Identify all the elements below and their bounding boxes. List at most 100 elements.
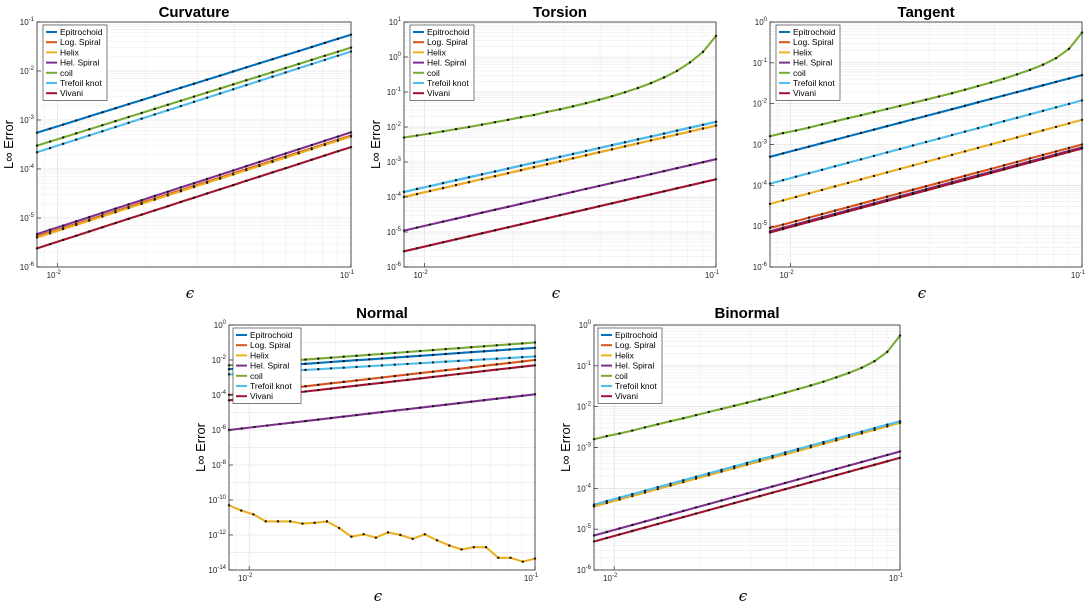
ytick-label: 10-5 (753, 221, 768, 231)
data-point (1054, 56, 1058, 60)
data-point (48, 242, 52, 246)
data-point (329, 416, 333, 420)
data-point (253, 425, 256, 429)
data-point (480, 211, 484, 214)
data-point (584, 208, 588, 211)
data-point (860, 430, 863, 433)
data-point (470, 346, 473, 349)
data-point (278, 422, 282, 426)
data-point (101, 124, 104, 127)
legend-label: Log. Spiral (250, 340, 291, 350)
data-point (860, 467, 863, 470)
data-point (937, 157, 941, 160)
data-point (428, 223, 432, 226)
data-point (140, 213, 143, 216)
data-point (218, 87, 222, 90)
data-point (368, 364, 371, 368)
data-point (733, 495, 736, 499)
data-point (669, 519, 672, 522)
data-point (688, 184, 692, 187)
legend-label: Vivani (793, 88, 816, 98)
data-point (192, 82, 196, 85)
data-point (444, 352, 447, 356)
data-point (482, 345, 486, 348)
data-point (532, 199, 536, 203)
data-point (1041, 109, 1045, 113)
data-point (1015, 90, 1019, 94)
data-point (989, 143, 993, 146)
data-point (415, 187, 419, 191)
series-vivani (402, 178, 718, 253)
chart-torsion: 10-6 10-5 10-4 10-3 10-2 10-1 100 101 10-2 10-1 To… (368, 4, 720, 302)
data-point (519, 116, 523, 119)
data-point (521, 365, 524, 368)
data-point (820, 212, 824, 216)
data-point (631, 529, 634, 533)
data-point (963, 130, 967, 133)
data-point (506, 205, 510, 208)
data-point (467, 235, 471, 238)
data-point (297, 49, 300, 53)
legend-label: coil (60, 68, 73, 78)
data-point (733, 501, 736, 505)
data-point (61, 224, 65, 227)
data-point (61, 136, 65, 139)
data-point (835, 467, 838, 471)
data-point (271, 156, 274, 159)
data-point (605, 530, 608, 534)
data-point (508, 396, 511, 399)
data-point (558, 193, 562, 197)
data-point (631, 429, 634, 432)
data-point (297, 62, 300, 66)
data-point (758, 494, 761, 498)
data-point (179, 99, 183, 102)
data-point (336, 54, 340, 57)
data-point (179, 186, 183, 189)
data-point (179, 190, 183, 193)
data-point (701, 50, 705, 54)
data-point (937, 95, 941, 98)
data-point (258, 79, 261, 83)
data-point (441, 220, 445, 223)
data-point (460, 548, 463, 551)
data-point (480, 232, 484, 235)
ytick-label: 10-1 (753, 58, 768, 68)
legend-label: Vivani (250, 391, 273, 401)
data-point (406, 355, 409, 358)
data-point (911, 164, 915, 167)
data-point (618, 533, 621, 536)
data-point (859, 206, 863, 210)
data-point (532, 220, 536, 223)
ytick-label: 10-6 (20, 262, 35, 272)
data-point (872, 128, 876, 131)
data-point (482, 399, 486, 402)
data-point (258, 62, 261, 65)
data-point (781, 131, 785, 135)
data-point (393, 363, 396, 366)
series-vivani (768, 147, 1084, 234)
data-point (521, 394, 524, 397)
data-point (784, 391, 787, 394)
data-point (75, 234, 78, 237)
data-point (166, 90, 170, 94)
data-point (192, 182, 196, 185)
series-helix (768, 118, 1084, 206)
data-point (166, 190, 170, 193)
data-point (297, 67, 300, 70)
data-point (457, 351, 460, 355)
data-point (336, 135, 340, 138)
data-point (532, 113, 536, 117)
data-point (924, 114, 928, 118)
data-point (114, 211, 117, 214)
data-point (61, 142, 65, 146)
data-point (506, 226, 510, 229)
data-point (669, 482, 672, 485)
data-point (435, 539, 439, 542)
legend-label: Trefoil knot (615, 381, 657, 391)
data-point (885, 195, 889, 198)
data-point (1067, 77, 1071, 80)
ytick-label: 10-5 (20, 213, 35, 223)
data-point (419, 361, 422, 365)
data-point (682, 515, 685, 519)
